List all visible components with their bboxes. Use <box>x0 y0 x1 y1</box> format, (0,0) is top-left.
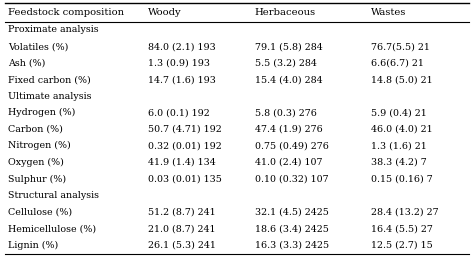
Text: 12.5 (2.7) 15: 12.5 (2.7) 15 <box>371 241 433 250</box>
Text: Volatiles (%): Volatiles (%) <box>9 42 69 51</box>
Text: 14.7 (1.6) 193: 14.7 (1.6) 193 <box>148 75 216 84</box>
Text: Carbon (%): Carbon (%) <box>9 125 64 134</box>
Text: Cellulose (%): Cellulose (%) <box>9 208 73 217</box>
Text: Feedstock composition: Feedstock composition <box>9 8 125 17</box>
Text: 21.0 (8.7) 241: 21.0 (8.7) 241 <box>148 224 215 233</box>
Text: 16.4 (5.5) 27: 16.4 (5.5) 27 <box>371 224 433 233</box>
Text: 6.6(6.7) 21: 6.6(6.7) 21 <box>371 59 424 68</box>
Text: Nitrogen (%): Nitrogen (%) <box>9 141 71 151</box>
Text: Lignin (%): Lignin (%) <box>9 241 59 250</box>
Text: Herbaceous: Herbaceous <box>255 8 316 17</box>
Text: Ultimate analysis: Ultimate analysis <box>9 92 92 101</box>
Text: 84.0 (2.1) 193: 84.0 (2.1) 193 <box>148 42 216 51</box>
Text: 0.10 (0.32) 107: 0.10 (0.32) 107 <box>255 175 328 183</box>
Text: 79.1 (5.8) 284: 79.1 (5.8) 284 <box>255 42 322 51</box>
Text: 76.7(5.5) 21: 76.7(5.5) 21 <box>371 42 429 51</box>
Text: 14.8 (5.0) 21: 14.8 (5.0) 21 <box>371 75 432 84</box>
Text: 5.9 (0.4) 21: 5.9 (0.4) 21 <box>371 108 427 117</box>
Text: Fixed carbon (%): Fixed carbon (%) <box>9 75 91 84</box>
Text: Wastes: Wastes <box>371 8 406 17</box>
Text: 1.3 (1.6) 21: 1.3 (1.6) 21 <box>371 142 427 150</box>
Text: 0.03 (0.01) 135: 0.03 (0.01) 135 <box>148 175 222 183</box>
Text: 26.1 (5.3) 241: 26.1 (5.3) 241 <box>148 241 216 250</box>
Text: Structural analysis: Structural analysis <box>9 191 100 200</box>
Text: 41.0 (2.4) 107: 41.0 (2.4) 107 <box>255 158 322 167</box>
Text: 18.6 (3.4) 2425: 18.6 (3.4) 2425 <box>255 224 328 233</box>
Text: 32.1 (4.5) 2425: 32.1 (4.5) 2425 <box>255 208 328 217</box>
Text: 28.4 (13.2) 27: 28.4 (13.2) 27 <box>371 208 438 217</box>
Text: 1.3 (0.9) 193: 1.3 (0.9) 193 <box>148 59 210 68</box>
Text: 51.2 (8.7) 241: 51.2 (8.7) 241 <box>148 208 216 217</box>
Text: Hemicellulose (%): Hemicellulose (%) <box>9 224 97 233</box>
Text: 6.0 (0.1) 192: 6.0 (0.1) 192 <box>148 108 210 117</box>
Text: 5.5 (3.2) 284: 5.5 (3.2) 284 <box>255 59 317 68</box>
Text: 38.3 (4.2) 7: 38.3 (4.2) 7 <box>371 158 427 167</box>
Text: 0.32 (0.01) 192: 0.32 (0.01) 192 <box>148 142 221 150</box>
Text: 0.15 (0.16) 7: 0.15 (0.16) 7 <box>371 175 433 183</box>
Text: 5.8 (0.3) 276: 5.8 (0.3) 276 <box>255 108 317 117</box>
Text: Ash (%): Ash (%) <box>9 59 46 68</box>
Text: 16.3 (3.3) 2425: 16.3 (3.3) 2425 <box>255 241 329 250</box>
Text: Sulphur (%): Sulphur (%) <box>9 174 66 184</box>
Text: Hydrogen (%): Hydrogen (%) <box>9 108 76 117</box>
Text: 47.4 (1.9) 276: 47.4 (1.9) 276 <box>255 125 322 134</box>
Text: 15.4 (4.0) 284: 15.4 (4.0) 284 <box>255 75 322 84</box>
Text: Proximate analysis: Proximate analysis <box>9 25 99 34</box>
Text: 50.7 (4.71) 192: 50.7 (4.71) 192 <box>148 125 221 134</box>
Text: Woody: Woody <box>148 8 182 17</box>
Text: 0.75 (0.49) 276: 0.75 (0.49) 276 <box>255 142 328 150</box>
Text: 46.0 (4.0) 21: 46.0 (4.0) 21 <box>371 125 432 134</box>
Text: 41.9 (1.4) 134: 41.9 (1.4) 134 <box>148 158 216 167</box>
Text: Oxygen (%): Oxygen (%) <box>9 158 64 167</box>
